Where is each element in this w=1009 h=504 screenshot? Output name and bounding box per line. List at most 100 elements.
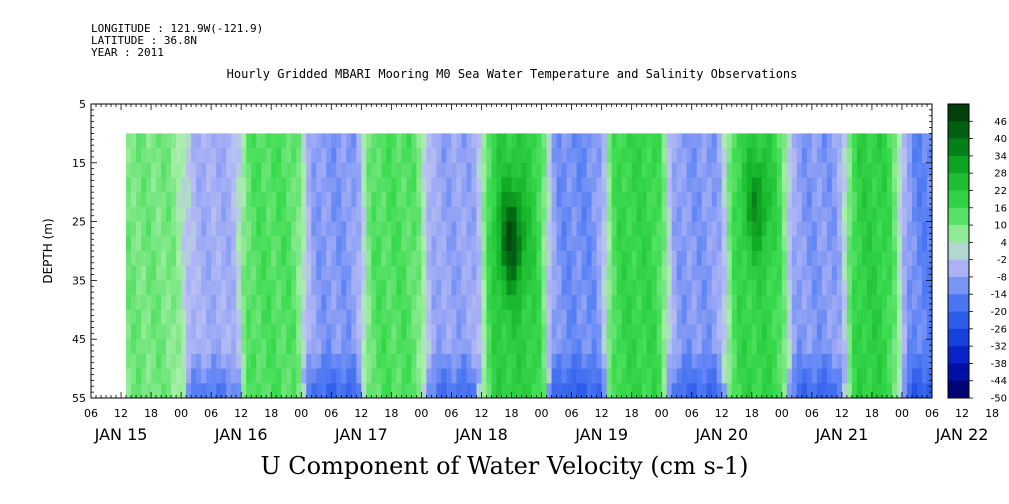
heatmap-cell <box>796 236 803 252</box>
heatmap-cell <box>441 251 447 267</box>
heatmap-cell <box>191 133 197 149</box>
heatmap-cell <box>271 148 277 164</box>
heatmap-cell <box>281 339 287 355</box>
heatmap-cell <box>866 206 873 222</box>
heatmap-cell <box>381 236 387 252</box>
heatmap-cell <box>361 383 367 399</box>
heatmap-cell <box>616 280 623 296</box>
heatmap-cell <box>226 221 232 237</box>
heatmap-cell <box>416 251 422 267</box>
heatmap-cell <box>481 339 487 355</box>
heatmap-cell <box>426 295 432 311</box>
heatmap-cell <box>501 236 507 252</box>
heatmap-cell <box>591 295 598 311</box>
heatmap-cell <box>371 280 377 296</box>
heatmap-cell <box>466 206 472 222</box>
heatmap-cell <box>201 309 207 325</box>
heatmap-cell <box>511 280 517 296</box>
colorbar-swatch <box>948 276 969 295</box>
chart-title: Hourly Gridded MBARI Mooring M0 Sea Wate… <box>226 67 798 81</box>
heatmap-cell <box>616 309 623 325</box>
heatmap-cell <box>471 309 477 325</box>
heatmap-cell <box>646 353 653 369</box>
heatmap-cell <box>236 221 242 237</box>
heatmap-cell <box>651 221 658 237</box>
heatmap-cell <box>191 192 197 208</box>
heatmap-cell <box>186 280 192 296</box>
heatmap-cell <box>811 251 818 267</box>
heatmap-cell <box>491 368 497 384</box>
heatmap-cell <box>451 206 457 222</box>
heatmap-cell <box>706 133 713 149</box>
heatmap-cell <box>596 148 603 164</box>
heatmap-cell <box>846 368 853 384</box>
heatmap-cell <box>556 162 562 178</box>
heatmap-cell <box>896 368 903 384</box>
heatmap-cell <box>186 206 192 222</box>
heatmap-cell <box>181 324 187 340</box>
heatmap-cell <box>486 133 492 149</box>
heatmap-cell <box>546 295 552 311</box>
heatmap-cell <box>846 177 853 193</box>
heatmap-cell <box>866 133 873 149</box>
heatmap-cell <box>501 251 507 267</box>
heatmap-cell <box>206 221 212 237</box>
heatmap-cell <box>381 162 387 178</box>
heatmap-cell <box>151 353 157 369</box>
heatmap-cell <box>896 251 903 267</box>
heatmap-cell <box>246 251 252 267</box>
heatmap-cell <box>586 177 592 193</box>
heatmap-cell <box>726 353 733 369</box>
heatmap-cell <box>831 192 838 208</box>
heatmap-cell <box>921 353 928 369</box>
heatmap-cell <box>656 192 663 208</box>
heatmap-cell <box>721 162 728 178</box>
heatmap-cell <box>221 368 227 384</box>
heatmap-cell <box>361 339 367 355</box>
heatmap-cell <box>261 251 267 267</box>
heatmap-cell <box>666 133 673 149</box>
heatmap-cell <box>726 133 733 149</box>
heatmap-cell <box>476 309 482 325</box>
heatmap-cell <box>556 309 562 325</box>
heatmap-cell <box>721 353 728 369</box>
heatmap-cell <box>906 236 913 252</box>
heatmap-cell <box>341 353 347 369</box>
heatmap-cell <box>376 236 382 252</box>
heatmap-cell <box>171 177 177 193</box>
heatmap-cell <box>281 148 287 164</box>
heatmap-cell <box>771 162 778 178</box>
heatmap-cell <box>751 177 758 193</box>
heatmap-cell <box>546 133 552 149</box>
heatmap-cell <box>636 206 643 222</box>
heatmap-cell <box>136 280 142 296</box>
heatmap-cell <box>526 133 532 149</box>
heatmap-cell <box>221 133 227 149</box>
heatmap-cell <box>151 206 157 222</box>
heatmap-cell <box>181 133 187 149</box>
heatmap-cell <box>646 148 653 164</box>
heatmap-cell <box>676 192 683 208</box>
heatmap-cell <box>536 177 542 193</box>
heatmap-cell <box>181 236 187 252</box>
heatmap-cell <box>531 280 537 296</box>
heatmap-cell <box>696 192 703 208</box>
heatmap-cell <box>716 309 723 325</box>
heatmap-cell <box>676 339 683 355</box>
heatmap-cell <box>536 353 542 369</box>
heatmap-cell <box>696 280 703 296</box>
heatmap-cell <box>261 206 267 222</box>
heatmap-cell <box>151 192 157 208</box>
heatmap-cell <box>496 236 502 252</box>
heatmap-cell <box>796 353 803 369</box>
colorbar-swatch <box>948 190 969 209</box>
heatmap-cell <box>811 280 818 296</box>
heatmap-cell <box>761 309 768 325</box>
heatmap-cell <box>546 309 552 325</box>
heatmap-cell <box>916 148 923 164</box>
heatmap-cell <box>196 295 202 311</box>
heatmap-cell <box>696 265 703 281</box>
heatmap-cell <box>521 368 527 384</box>
heatmap-cell <box>496 368 502 384</box>
x-hour-tick-label: 12 <box>354 407 368 420</box>
